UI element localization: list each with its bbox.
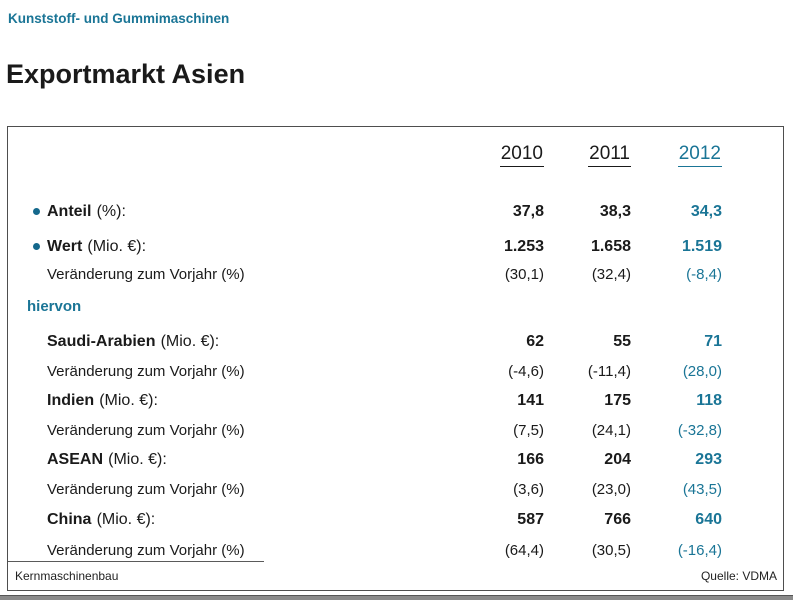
value-2010: 62 bbox=[526, 333, 544, 350]
value-2010: (-4,6) bbox=[508, 363, 544, 380]
row-label-rest: (Mio. €): bbox=[96, 510, 156, 528]
value-2011: (23,0) bbox=[591, 481, 631, 498]
year-column-2011: 2011 bbox=[588, 143, 631, 167]
row-label: Wert (Mio. €): bbox=[8, 238, 456, 256]
value-2010: (7,5) bbox=[513, 422, 544, 439]
slide-bottom-edge bbox=[0, 595, 793, 600]
row-label: Veränderung zum Vorjahr (%) bbox=[47, 363, 245, 380]
row-label-rest: (Mio. €): bbox=[160, 333, 220, 350]
row-label-rest: (Mio. €): bbox=[99, 392, 158, 409]
value-2012: 34,3 bbox=[690, 203, 722, 220]
value-2012: 293 bbox=[695, 451, 722, 468]
value-2012: (-16,4) bbox=[677, 541, 722, 559]
value-2011: 204 bbox=[604, 451, 631, 468]
value-2012: 640 bbox=[695, 510, 722, 528]
table-row-indien: Indien (Mio. €): 141 175 118 bbox=[8, 386, 783, 416]
row-label: Anteil (%): bbox=[8, 203, 456, 221]
value-2011: 766 bbox=[604, 510, 631, 528]
value-2010: (3,6) bbox=[513, 481, 544, 498]
box-footer: Kernmaschinenbau Quelle: VDMA bbox=[8, 561, 783, 590]
table-row-change: Veränderung zum Vorjahr (%) (3,6) (23,0)… bbox=[8, 475, 783, 504]
value-2010: 587 bbox=[517, 510, 544, 528]
row-label: Indien (Mio. €): bbox=[8, 392, 456, 410]
row-label-rest: (Mio. €): bbox=[108, 451, 167, 468]
table-row-change: Veränderung zum Vorjahr (%) (7,5) (24,1)… bbox=[8, 416, 783, 445]
table-section-hiervon: hiervon bbox=[8, 285, 783, 327]
value-2012: (28,0) bbox=[682, 363, 722, 380]
footer-divider-line bbox=[8, 561, 264, 562]
row-label: China (Mio. €): bbox=[8, 511, 456, 529]
section-label: hiervon bbox=[27, 297, 82, 315]
row-label: Veränderung zum Vorjahr (%) bbox=[47, 265, 245, 283]
value-2012: (-32,8) bbox=[677, 422, 722, 439]
value-2010: 166 bbox=[517, 451, 544, 468]
source-note: Quelle: VDMA bbox=[700, 569, 777, 583]
value-2011: (30,5) bbox=[591, 541, 631, 559]
category-heading: Kunststoff- und Gummimaschinen bbox=[8, 11, 230, 26]
row-label: Veränderung zum Vorjahr (%) bbox=[47, 541, 245, 559]
page-title: Exportmarkt Asien bbox=[6, 59, 246, 89]
bullet-icon bbox=[33, 208, 40, 215]
row-label-bold: ASEAN bbox=[47, 451, 104, 468]
table-row-change: Veränderung zum Vorjahr (%) (64,4) (30,5… bbox=[8, 535, 783, 565]
row-label-bold: Anteil bbox=[47, 203, 92, 220]
table-header-row: 2010 2011 2012 bbox=[8, 135, 783, 175]
table-row-saudi-arabien: Saudi-Arabien (Mio. €): 62 55 71 bbox=[8, 327, 783, 357]
value-2012: 1.519 bbox=[681, 238, 722, 255]
value-2010: 141 bbox=[517, 392, 544, 409]
table-row-change: Veränderung zum Vorjahr (%) (30,1) (32,4… bbox=[8, 263, 783, 285]
value-2010: (64,4) bbox=[504, 541, 544, 559]
row-label-bold: China bbox=[47, 510, 92, 528]
value-2011: 55 bbox=[613, 333, 631, 350]
row-label-bold: Saudi-Arabien bbox=[47, 333, 156, 350]
row-label: Veränderung zum Vorjahr (%) bbox=[47, 422, 245, 439]
table-row-asean: ASEAN (Mio. €): 166 204 293 bbox=[8, 445, 783, 475]
bullet-icon bbox=[33, 243, 40, 250]
spacer bbox=[8, 175, 783, 193]
value-2011: 38,3 bbox=[599, 203, 631, 220]
value-2012: 118 bbox=[696, 392, 722, 409]
value-2011: 175 bbox=[604, 392, 631, 409]
value-2010: (30,1) bbox=[504, 265, 544, 283]
row-label: Saudi-Arabien (Mio. €): bbox=[8, 333, 456, 351]
footer-note: Kernmaschinenbau bbox=[15, 569, 119, 583]
row-label-rest: (%): bbox=[96, 203, 126, 220]
table-row-anteil: Anteil (%): 37,8 38,3 34,3 bbox=[8, 193, 783, 231]
value-2011: 1.658 bbox=[590, 238, 631, 255]
table-row-change: Veränderung zum Vorjahr (%) (-4,6) (-11,… bbox=[8, 357, 783, 386]
table-row-china: China (Mio. €): 587 766 640 bbox=[8, 504, 783, 535]
value-2011: (32,4) bbox=[591, 265, 631, 283]
value-2010: 37,8 bbox=[512, 203, 544, 220]
value-2011: (-11,4) bbox=[587, 363, 631, 380]
row-label: Veränderung zum Vorjahr (%) bbox=[47, 481, 245, 498]
year-column-2010: 2010 bbox=[499, 143, 544, 167]
year-column-2012: 2012 bbox=[677, 143, 722, 167]
value-2011: (24,1) bbox=[591, 422, 631, 439]
value-2012: (43,5) bbox=[682, 481, 722, 498]
data-table-box: 2010 2011 2012 Anteil (%): 37,8 38,3 34,3… bbox=[7, 126, 784, 591]
value-2012: 71 bbox=[704, 333, 722, 350]
value-2012: (-8,4) bbox=[686, 265, 722, 283]
row-label-bold: Wert bbox=[47, 238, 83, 255]
row-label-rest: (Mio. €): bbox=[87, 238, 147, 255]
row-label: ASEAN (Mio. €): bbox=[8, 451, 456, 469]
row-label-bold: Indien bbox=[47, 392, 95, 409]
table-row-wert: Wert (Mio. €): 1.253 1.658 1.519 bbox=[8, 231, 783, 263]
value-2010: 1.253 bbox=[503, 238, 544, 255]
